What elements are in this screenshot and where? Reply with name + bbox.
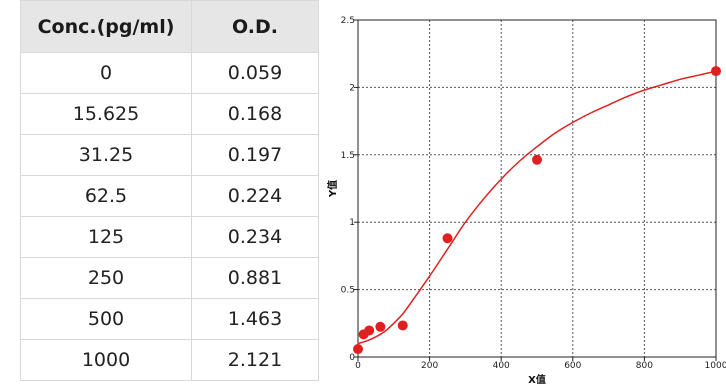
- data-point: [711, 66, 721, 77]
- y-tick-label: 1.5: [341, 151, 355, 161]
- axis-ticks: 0 200 400 600 800 1000 0 0.5 1 1.5 2 2.5: [341, 16, 726, 371]
- y-tick-label: 0: [349, 353, 355, 363]
- x-tick-label: 800: [636, 361, 653, 371]
- cell-od: 0.168: [191, 93, 319, 135]
- table-row: 500 1.463: [20, 298, 319, 340]
- cell-od: 0.234: [191, 216, 319, 258]
- cell-od: 0.059: [191, 52, 319, 94]
- y-axis-title: Y值: [326, 180, 339, 198]
- cell-od: 1.463: [191, 298, 319, 340]
- table-row: 1000 2.121: [20, 339, 319, 381]
- data-point: [364, 325, 375, 336]
- y-tick-label: 1: [349, 218, 355, 228]
- cell-od: 2.121: [191, 339, 319, 381]
- cell-concentration: 125: [20, 216, 192, 258]
- plot-frame: [357, 19, 717, 358]
- table-row: 0 0.059: [20, 52, 319, 94]
- cell-concentration: 15.625: [20, 93, 192, 135]
- data-point: [397, 320, 408, 331]
- cell-concentration: 0: [20, 52, 192, 94]
- y-tick-label: 0.5: [341, 286, 355, 296]
- cell-concentration: 62.5: [20, 175, 192, 217]
- standard-curve-chart: 0 200 400 600 800 1000 0 0.5 1 1.5 2 2.5 X值 Y值: [326, 16, 726, 386]
- grid-lines: [357, 19, 717, 358]
- data-table-wrapper: Conc.(pg/ml) O.D. 0 0.059 15.625 0.168 31.…: [20, 0, 319, 381]
- y-tick-label: 2.5: [341, 16, 355, 26]
- data-point: [375, 321, 386, 332]
- cell-od: 0.224: [191, 175, 319, 217]
- x-tick-label: 600: [564, 361, 581, 371]
- x-tick-label: 1000: [705, 361, 726, 371]
- y-tick-label: 2: [349, 83, 355, 93]
- table-header-row: Conc.(pg/ml) O.D.: [20, 0, 319, 53]
- table-row: 31.25 0.197: [20, 134, 319, 176]
- data-point: [442, 233, 453, 244]
- data-points: [353, 66, 721, 355]
- x-tick-label: 400: [493, 361, 510, 371]
- header-concentration: Conc.(pg/ml): [20, 0, 192, 53]
- table-row: 15.625 0.168: [20, 93, 319, 135]
- data-point: [353, 344, 363, 355]
- cell-od: 0.197: [191, 134, 319, 176]
- x-tick-label: 200: [421, 361, 438, 371]
- table-row: 125 0.234: [20, 216, 319, 258]
- x-tick-label: 0: [355, 361, 361, 371]
- table-row: 62.5 0.224: [20, 175, 319, 217]
- cell-concentration: 1000: [20, 339, 192, 381]
- data-point: [532, 154, 542, 165]
- table-row: 250 0.881: [20, 257, 319, 299]
- cell-concentration: 31.25: [20, 134, 192, 176]
- cell-concentration: 250: [20, 257, 192, 299]
- cell-od: 0.881: [191, 257, 319, 299]
- fit-curve-line: [357, 70, 717, 345]
- x-axis-title: X值: [528, 373, 546, 386]
- header-od: O.D.: [191, 0, 319, 53]
- cell-concentration: 500: [20, 298, 192, 340]
- concentration-od-table: Conc.(pg/ml) O.D. 0 0.059 15.625 0.168 31.…: [20, 0, 319, 381]
